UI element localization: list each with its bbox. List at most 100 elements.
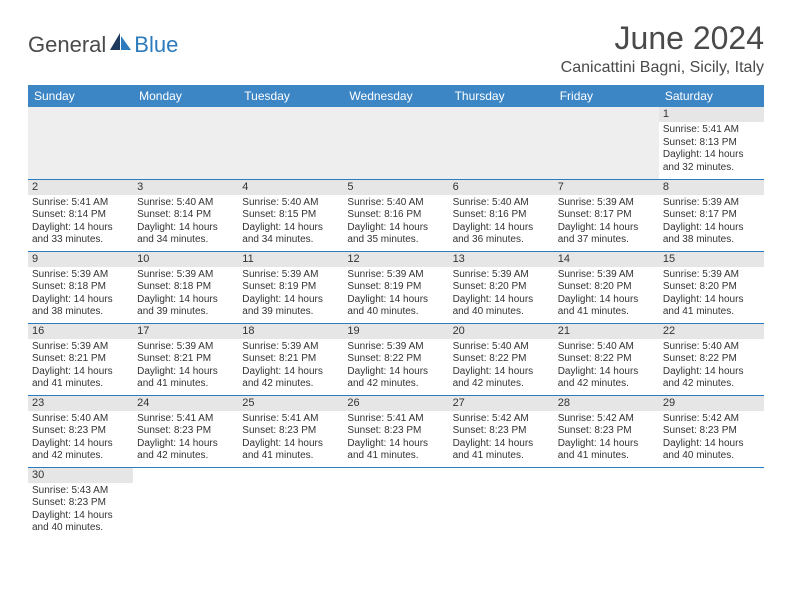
calendar-row: 16Sunrise: 5:39 AMSunset: 8:21 PMDayligh…	[28, 323, 764, 395]
day-number: 7	[558, 181, 655, 193]
day-number-bar: 26	[343, 396, 448, 411]
day-number-bar: 13	[449, 252, 554, 267]
calendar-table: SundayMondayTuesdayWednesdayThursdayFrid…	[28, 85, 764, 539]
day-info-line: Daylight: 14 hours and 40 minutes.	[453, 294, 550, 319]
day-info-line: Daylight: 14 hours and 42 minutes.	[242, 366, 339, 391]
day-number: 21	[558, 325, 655, 337]
day-info-line: Sunset: 8:20 PM	[453, 281, 550, 294]
day-info-line: Sunrise: 5:40 AM	[347, 197, 444, 210]
weekday-header: Tuesday	[238, 85, 343, 107]
day-number-bar: 12	[343, 252, 448, 267]
calendar-cell: 22Sunrise: 5:40 AMSunset: 8:22 PMDayligh…	[659, 323, 764, 395]
day-info-line: Sunset: 8:23 PM	[663, 425, 760, 438]
day-info-line: Sunset: 8:22 PM	[453, 353, 550, 366]
day-number-bar: 22	[659, 324, 764, 339]
day-info-line: Daylight: 14 hours and 34 minutes.	[242, 222, 339, 247]
day-info-line: Daylight: 14 hours and 38 minutes.	[663, 222, 760, 247]
calendar-row: 9Sunrise: 5:39 AMSunset: 8:18 PMDaylight…	[28, 251, 764, 323]
calendar-cell: 23Sunrise: 5:40 AMSunset: 8:23 PMDayligh…	[28, 395, 133, 467]
day-info-line: Sunset: 8:22 PM	[347, 353, 444, 366]
calendar-cell: 27Sunrise: 5:42 AMSunset: 8:23 PMDayligh…	[449, 395, 554, 467]
calendar-cell: 15Sunrise: 5:39 AMSunset: 8:20 PMDayligh…	[659, 251, 764, 323]
day-info-line: Sunset: 8:22 PM	[663, 353, 760, 366]
calendar-cell	[133, 107, 238, 179]
day-number-bar: 25	[238, 396, 343, 411]
day-info-line: Sunrise: 5:39 AM	[32, 341, 129, 354]
day-info-line: Sunset: 8:18 PM	[32, 281, 129, 294]
calendar-cell: 4Sunrise: 5:40 AMSunset: 8:15 PMDaylight…	[238, 179, 343, 251]
day-info-line: Sunset: 8:21 PM	[242, 353, 339, 366]
day-info-line: Sunset: 8:16 PM	[347, 209, 444, 222]
day-number-bar: 10	[133, 252, 238, 267]
day-info-line: Sunset: 8:23 PM	[242, 425, 339, 438]
calendar-cell	[238, 467, 343, 539]
day-info-line: Sunset: 8:14 PM	[137, 209, 234, 222]
day-info-line: Daylight: 14 hours and 41 minutes.	[242, 438, 339, 463]
page-title: June 2024	[561, 20, 764, 57]
day-info-line: Sunrise: 5:41 AM	[663, 124, 760, 137]
day-info-line: Sunrise: 5:39 AM	[137, 341, 234, 354]
day-info-line: Sunrise: 5:41 AM	[32, 197, 129, 210]
calendar-cell: 21Sunrise: 5:40 AMSunset: 8:22 PMDayligh…	[554, 323, 659, 395]
day-info-line: Sunrise: 5:40 AM	[558, 341, 655, 354]
calendar-cell: 12Sunrise: 5:39 AMSunset: 8:19 PMDayligh…	[343, 251, 448, 323]
day-info-line: Sunset: 8:13 PM	[663, 137, 760, 150]
day-number-bar: 19	[343, 324, 448, 339]
weekday-header: Saturday	[659, 85, 764, 107]
day-number: 12	[347, 253, 444, 265]
day-info-line: Daylight: 14 hours and 41 minutes.	[558, 294, 655, 319]
day-info-line: Sunrise: 5:39 AM	[137, 269, 234, 282]
header-right: June 2024 Canicattini Bagni, Sicily, Ita…	[561, 20, 764, 77]
logo: General Blue	[28, 32, 178, 58]
day-number-bar: 23	[28, 396, 133, 411]
day-info-line: Daylight: 14 hours and 32 minutes.	[663, 149, 760, 174]
day-number-bar: 15	[659, 252, 764, 267]
day-info-line: Sunrise: 5:41 AM	[137, 413, 234, 426]
weekday-header: Thursday	[449, 85, 554, 107]
day-info-line: Sunset: 8:23 PM	[137, 425, 234, 438]
day-info-line: Daylight: 14 hours and 34 minutes.	[137, 222, 234, 247]
day-number-bar: 29	[659, 396, 764, 411]
calendar-cell	[554, 107, 659, 179]
day-info-line: Sunrise: 5:39 AM	[558, 269, 655, 282]
calendar-cell	[343, 467, 448, 539]
day-number: 16	[32, 325, 129, 337]
day-info-line: Sunrise: 5:40 AM	[137, 197, 234, 210]
day-number-bar: 28	[554, 396, 659, 411]
logo-text-dark: General	[28, 32, 106, 58]
calendar-cell: 11Sunrise: 5:39 AMSunset: 8:19 PMDayligh…	[238, 251, 343, 323]
day-number-bar: 11	[238, 252, 343, 267]
calendar-cell	[554, 467, 659, 539]
calendar-cell: 16Sunrise: 5:39 AMSunset: 8:21 PMDayligh…	[28, 323, 133, 395]
calendar-cell: 20Sunrise: 5:40 AMSunset: 8:22 PMDayligh…	[449, 323, 554, 395]
day-number: 11	[242, 253, 339, 265]
day-info-line: Daylight: 14 hours and 35 minutes.	[347, 222, 444, 247]
day-info-line: Sunset: 8:16 PM	[453, 209, 550, 222]
day-number: 14	[558, 253, 655, 265]
day-number-bar: 9	[28, 252, 133, 267]
day-info-line: Daylight: 14 hours and 39 minutes.	[242, 294, 339, 319]
calendar-cell: 2Sunrise: 5:41 AMSunset: 8:14 PMDaylight…	[28, 179, 133, 251]
weekday-header: Friday	[554, 85, 659, 107]
calendar-cell: 13Sunrise: 5:39 AMSunset: 8:20 PMDayligh…	[449, 251, 554, 323]
day-number-bar: 24	[133, 396, 238, 411]
calendar-body: 1Sunrise: 5:41 AMSunset: 8:13 PMDaylight…	[28, 107, 764, 539]
day-number: 10	[137, 253, 234, 265]
day-number-bar: 2	[28, 180, 133, 195]
calendar-cell: 14Sunrise: 5:39 AMSunset: 8:20 PMDayligh…	[554, 251, 659, 323]
day-info-line: Sunrise: 5:39 AM	[663, 269, 760, 282]
day-info-line: Daylight: 14 hours and 33 minutes.	[32, 222, 129, 247]
day-info-line: Daylight: 14 hours and 41 minutes.	[137, 366, 234, 391]
day-info-line: Daylight: 14 hours and 42 minutes.	[558, 366, 655, 391]
day-info-line: Daylight: 14 hours and 41 minutes.	[558, 438, 655, 463]
calendar-cell: 18Sunrise: 5:39 AMSunset: 8:21 PMDayligh…	[238, 323, 343, 395]
day-number: 22	[663, 325, 760, 337]
logo-sail-icon	[110, 33, 132, 56]
day-info-line: Daylight: 14 hours and 42 minutes.	[453, 366, 550, 391]
day-number-bar: 4	[238, 180, 343, 195]
calendar-cell: 17Sunrise: 5:39 AMSunset: 8:21 PMDayligh…	[133, 323, 238, 395]
day-info-line: Daylight: 14 hours and 42 minutes.	[663, 366, 760, 391]
day-info-line: Sunset: 8:23 PM	[453, 425, 550, 438]
day-info-line: Sunset: 8:18 PM	[137, 281, 234, 294]
calendar-cell: 29Sunrise: 5:42 AMSunset: 8:23 PMDayligh…	[659, 395, 764, 467]
